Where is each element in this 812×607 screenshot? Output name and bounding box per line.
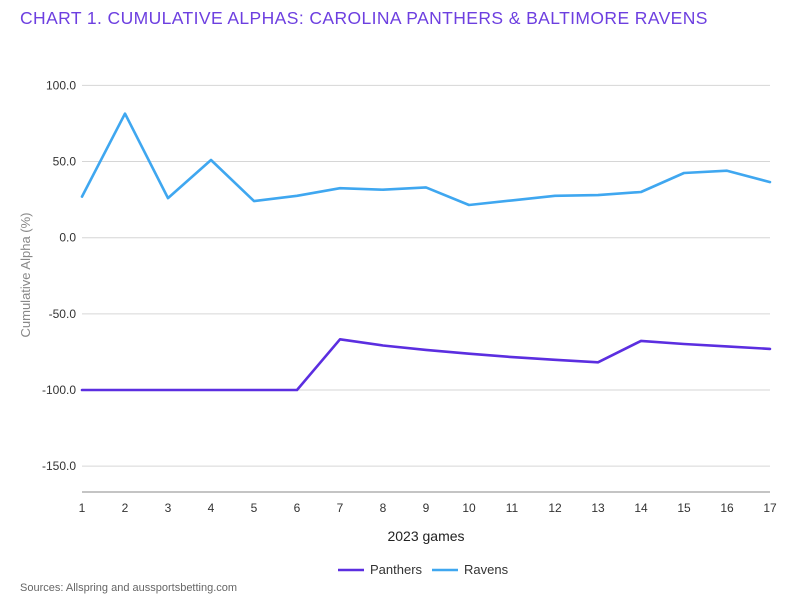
y-tick-label: -150.0 [42,459,76,473]
series-line-ravens [80,112,772,207]
y-axis-label: Cumulative Alpha (%) [18,213,33,338]
chart-title: CHART 1. CUMULATIVE ALPHAS: CAROLINA PAN… [20,8,708,28]
y-tick-label: -50.0 [49,307,77,321]
x-tick-label: 1 [79,501,86,515]
source-note: Sources: Allspring and aussportsbetting.… [20,582,238,594]
x-tick-label: 16 [720,501,734,515]
x-tick-label: 17 [763,501,777,515]
x-tick-label: 8 [380,501,387,515]
x-tick-label: 3 [165,501,172,515]
x-tick-label: 11 [506,501,519,515]
y-tick-label: 100.0 [46,78,76,92]
x-tick-label: 2 [122,501,129,515]
series-line-panthers [80,337,772,392]
series-lines [80,112,772,392]
x-tick-label: 9 [423,501,430,515]
x-tick-label: 14 [634,501,648,515]
y-tick-labels: 100.0 50.0 0.0 -50.0 -100.0 -150.0 [42,78,76,473]
x-tick-label: 5 [251,501,258,515]
y-tick-label: -100.0 [42,383,76,397]
legend-label-panthers: Panthers [370,562,423,577]
y-tick-label: 0.0 [59,231,76,245]
x-tick-label: 4 [208,501,215,515]
x-tick-label: 6 [294,501,301,515]
x-tick-label: 12 [548,501,562,515]
y-tick-label: 50.0 [53,155,77,169]
x-axis-label: 2023 games [387,528,464,544]
x-tick-label: 15 [677,501,691,515]
x-tick-label: 10 [462,501,476,515]
x-tick-label: 7 [337,501,344,515]
x-tick-label: 13 [591,501,605,515]
legend: Panthers Ravens [338,562,509,577]
legend-label-ravens: Ravens [464,562,509,577]
x-tick-labels: 1 2 3 4 5 6 7 8 9 10 11 12 13 14 15 16 17 [79,501,777,515]
grid-lines [82,84,770,467]
